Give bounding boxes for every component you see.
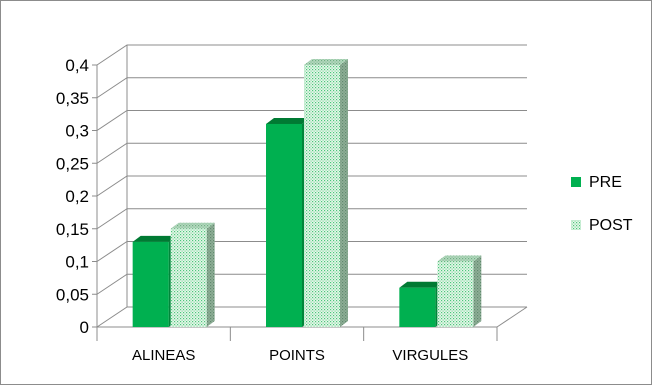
bar-top	[304, 59, 348, 65]
x-label-alineas: ALINEAS	[132, 347, 195, 364]
legend-label-pre: PRE	[589, 174, 622, 191]
bar-top	[132, 235, 177, 242]
x-tick-labels: ALINEAS POINTS VIRGULES	[132, 347, 468, 364]
bars	[132, 59, 482, 327]
bar-pre-points	[266, 117, 310, 327]
legend-label-post: POST	[589, 217, 633, 234]
bar-top	[437, 255, 482, 262]
y-tick-label: 0,25	[56, 154, 89, 173]
y-tick-label: 0,15	[56, 220, 89, 239]
bar-top	[170, 222, 215, 229]
bar-top	[399, 281, 444, 288]
y-tick-label: 0,3	[65, 122, 89, 141]
y-tick-label: 0,05	[56, 285, 89, 304]
bar-post-points	[304, 59, 348, 327]
bar-front	[437, 261, 474, 327]
y-tick-label: 0,4	[65, 56, 89, 75]
x-label-virgules: VIRGULES	[392, 347, 468, 364]
legend: PRE POST	[571, 174, 633, 234]
bar-front	[304, 65, 340, 327]
bar-pre-virgules	[399, 281, 444, 327]
bar-side	[340, 59, 348, 327]
bar-side	[473, 255, 482, 327]
bar-front	[266, 123, 302, 327]
y-tick-labels: 0 0,05 0,1 0,15 0,2 0,25 0,3 0,35 0,4	[56, 56, 89, 337]
y-tick-label: 0,35	[56, 89, 89, 108]
bar-side	[206, 222, 215, 327]
bar-pre-alineas	[132, 235, 177, 327]
y-tick-label: 0	[80, 318, 89, 337]
bar-front	[170, 228, 207, 327]
y-tick-label: 0,2	[65, 187, 89, 206]
bar-front	[399, 287, 436, 327]
bar-post-alineas	[170, 222, 215, 327]
bar-post-virgules	[437, 255, 482, 327]
legend-swatch-pre	[571, 177, 581, 187]
x-label-points: POINTS	[269, 347, 325, 364]
y-tick-label: 0,1	[65, 253, 89, 272]
bar-front	[132, 241, 169, 327]
floor-edge	[496, 306, 528, 328]
legend-swatch-post	[571, 220, 581, 230]
bar-top	[266, 117, 310, 124]
